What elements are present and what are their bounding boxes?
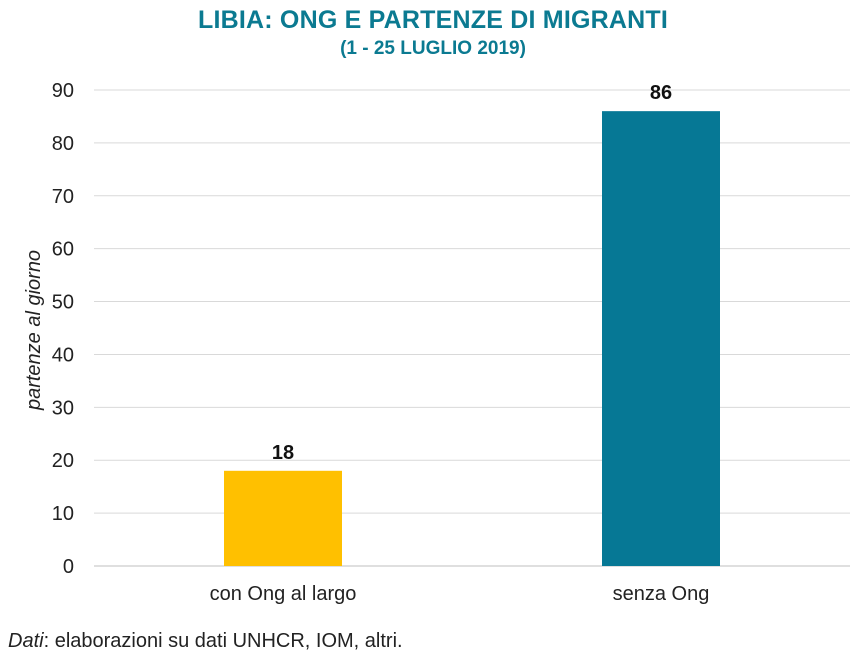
y-tick-label: 80 xyxy=(52,133,74,155)
y-tick-label: 90 xyxy=(52,80,74,102)
y-tick-label: 10 xyxy=(52,503,74,525)
y-tick-label: 70 xyxy=(52,186,74,208)
y-tick-label: 50 xyxy=(52,292,74,314)
x-tick-label: con Ong al largo xyxy=(210,583,357,605)
y-tick-label: 60 xyxy=(52,239,74,261)
data-label: 18 xyxy=(272,442,294,464)
x-tick-labels: con Ong al largo senza Ong xyxy=(210,583,710,605)
y-tick-labels: 0 10 20 30 40 50 60 70 80 90 xyxy=(52,80,74,578)
chart-subtitle: (1 - 25 LUGLIO 2019) xyxy=(340,38,526,59)
source-text: : elaborazioni su dati UNHCR, IOM, altri… xyxy=(43,630,403,652)
source-label: Dati xyxy=(8,630,44,652)
y-tick-label: 30 xyxy=(52,397,74,419)
y-tick-label: 40 xyxy=(52,344,74,366)
source-note: Dati: elaborazioni su dati UNHCR, IOM, a… xyxy=(8,630,403,653)
chart-title: LIBIA: ONG E PARTENZE DI MIGRANTI xyxy=(197,6,668,34)
bar xyxy=(602,111,720,567)
x-tick-label: senza Ong xyxy=(613,583,710,605)
y-tick-label: 0 xyxy=(63,556,74,578)
gridlines xyxy=(94,89,850,567)
bar xyxy=(224,470,342,566)
y-axis-label: partenze al giorno xyxy=(23,250,45,411)
y-tick-label: 20 xyxy=(52,450,74,472)
data-label: 86 xyxy=(650,82,672,104)
bars xyxy=(224,111,720,567)
